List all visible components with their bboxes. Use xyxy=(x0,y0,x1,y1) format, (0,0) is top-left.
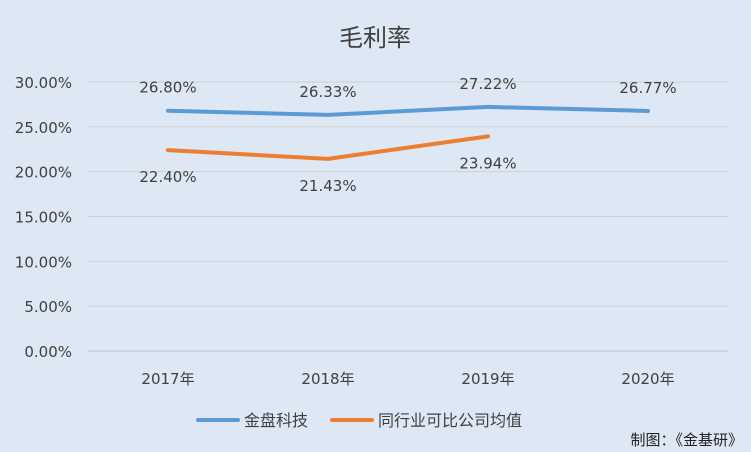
legend-label: 金盘科技 xyxy=(244,411,308,430)
data-label: 26.80% xyxy=(139,79,196,97)
data-label: 27.22% xyxy=(459,75,516,93)
x-tick-label: 2017年 xyxy=(141,370,194,388)
legend-label: 同行业可比公司均值 xyxy=(378,411,522,430)
y-tick-label: 15.00% xyxy=(15,209,72,227)
data-label: 26.77% xyxy=(619,79,676,97)
y-tick-label: 10.00% xyxy=(15,253,72,271)
series-line-1 xyxy=(166,134,490,161)
x-tick-label: 2019年 xyxy=(461,370,514,388)
data-label: 23.94% xyxy=(459,154,516,172)
y-tick-label: 0.00% xyxy=(24,343,72,361)
series-line-0 xyxy=(166,104,650,117)
y-tick-label: 30.00% xyxy=(15,74,72,92)
chart-title: 毛利率 xyxy=(339,24,411,52)
y-tick-label: 25.00% xyxy=(15,119,72,137)
y-tick-label: 20.00% xyxy=(15,164,72,182)
chart-footer-credit: 制图：《金基研》 xyxy=(630,431,743,449)
data-label: 26.33% xyxy=(299,83,356,101)
x-tick-label: 2020年 xyxy=(621,370,674,388)
y-tick-label: 5.00% xyxy=(24,298,72,316)
data-label: 22.40% xyxy=(139,168,196,186)
x-tick-label: 2018年 xyxy=(301,370,354,388)
data-label: 21.43% xyxy=(299,177,356,195)
